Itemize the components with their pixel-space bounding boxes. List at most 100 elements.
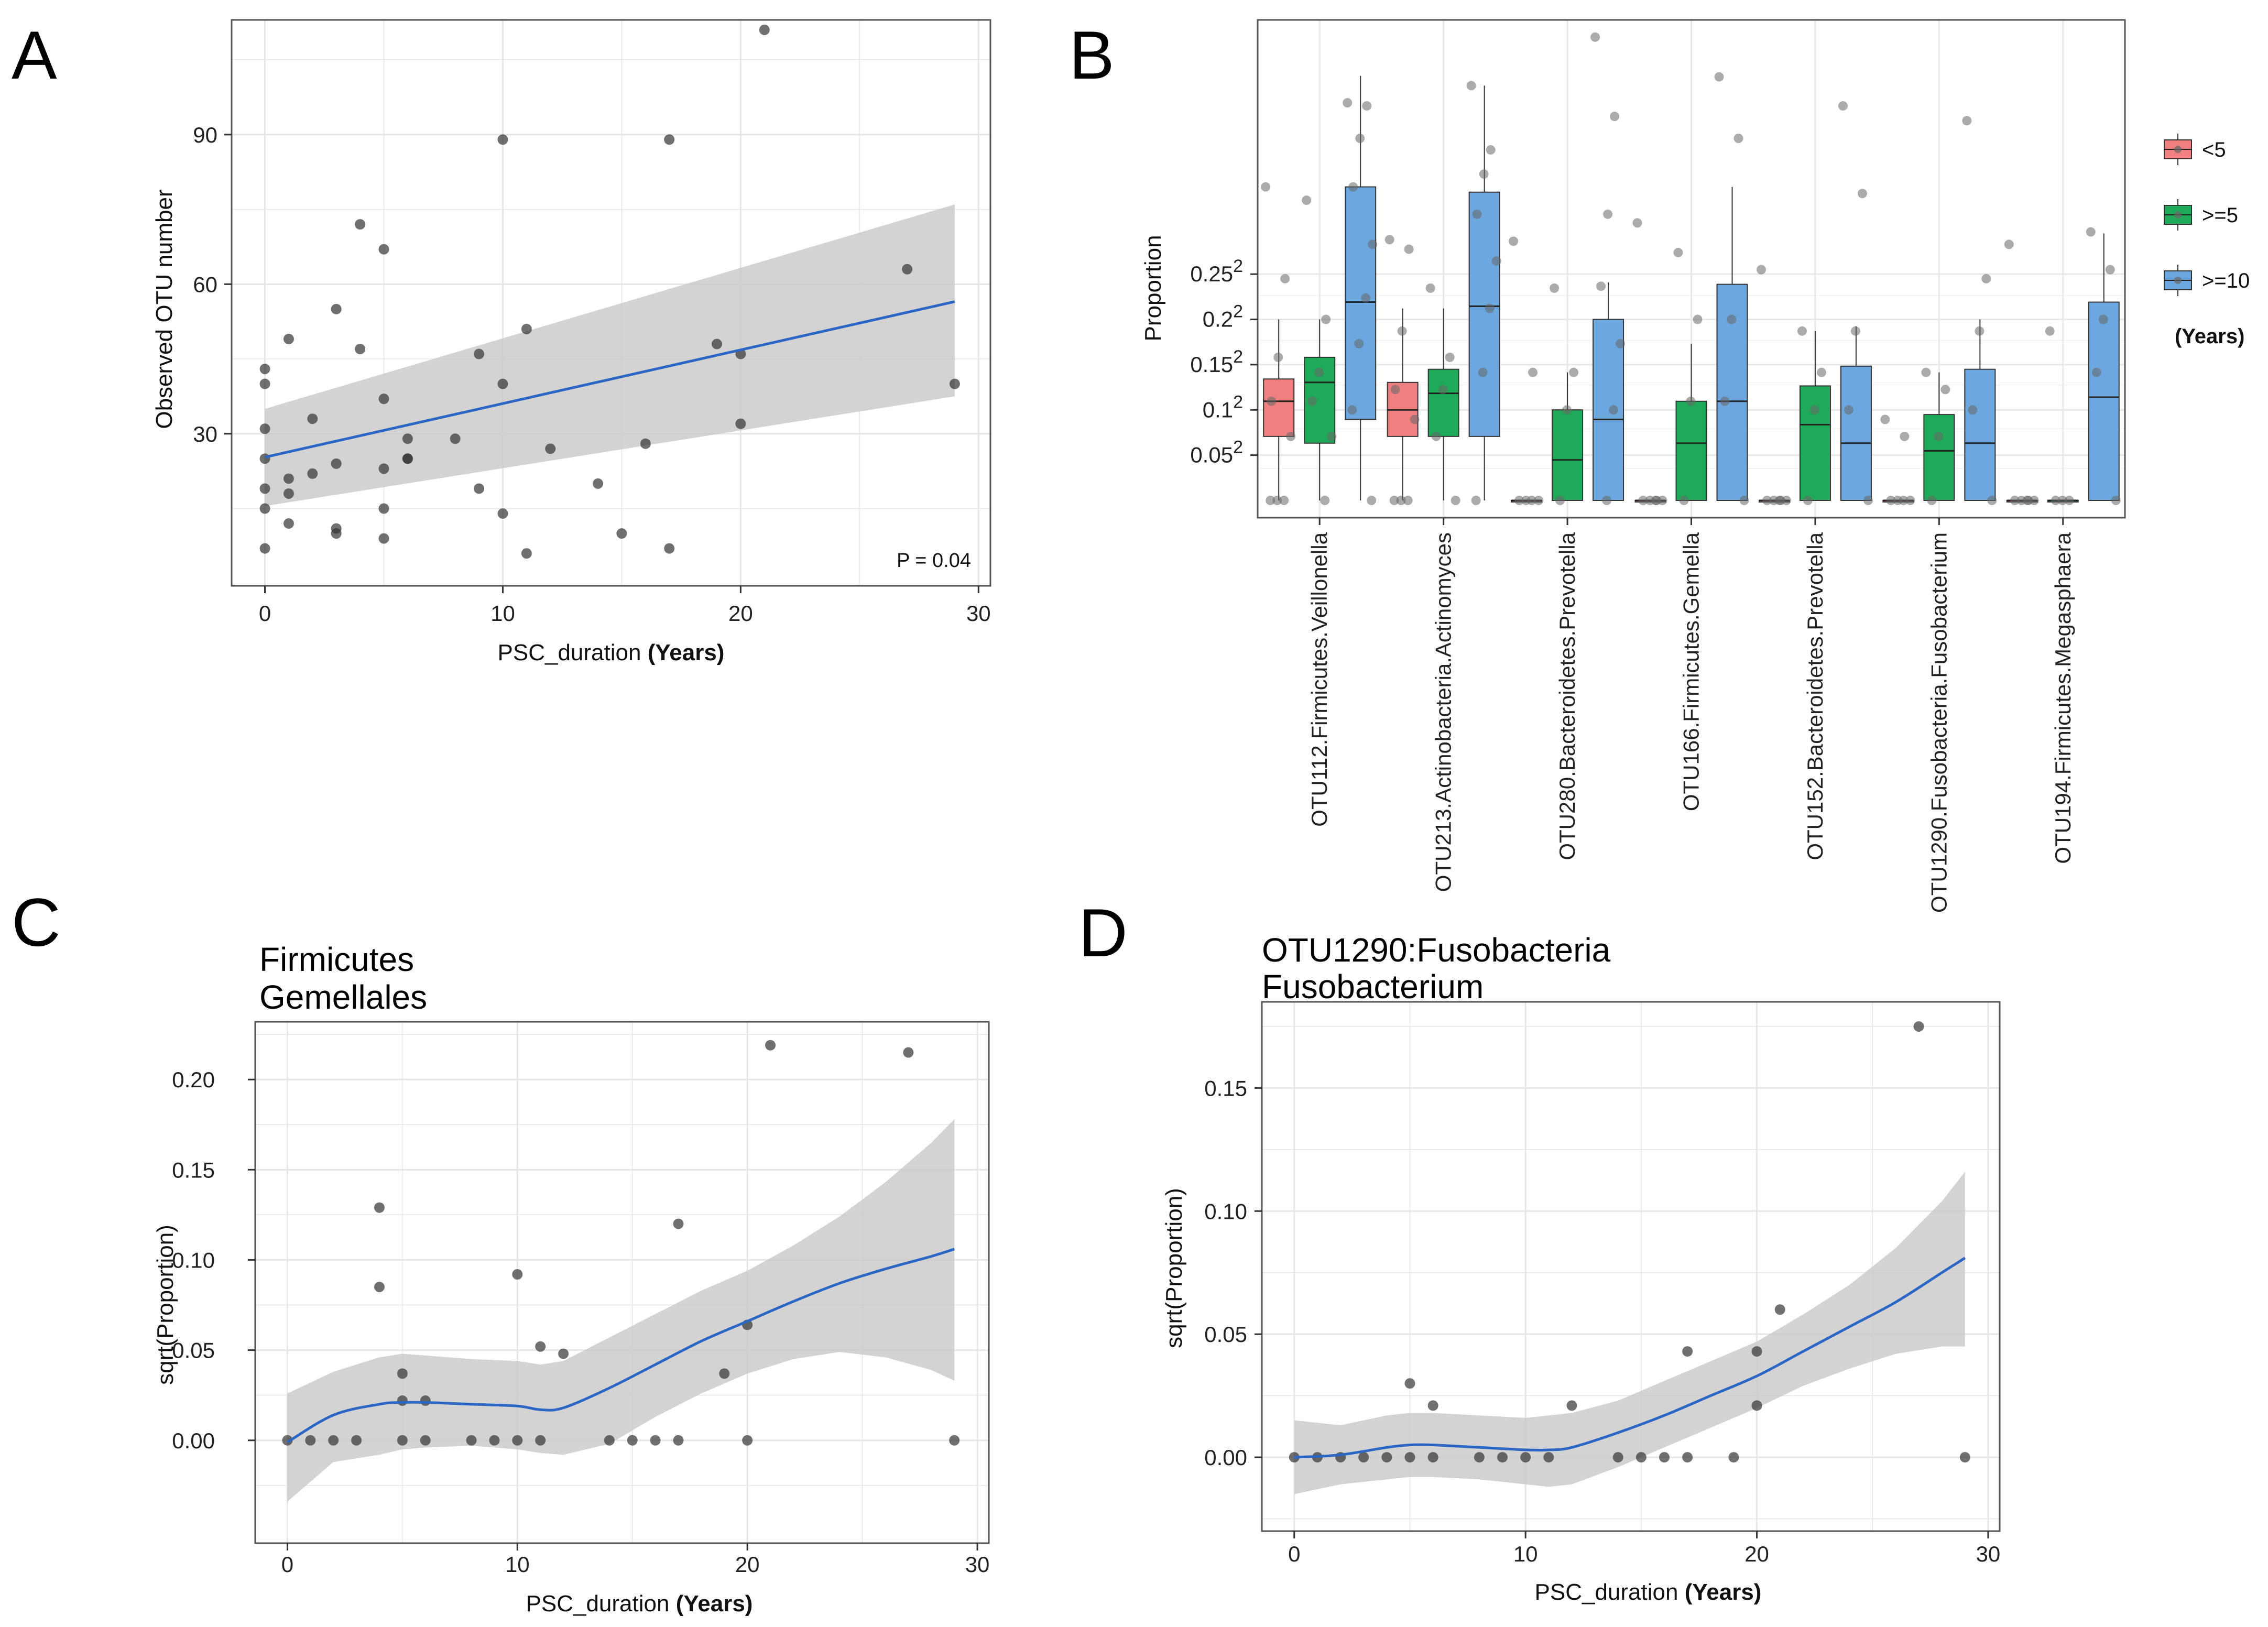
panel-c-point-28 <box>949 1435 960 1446</box>
panel-b-point-1-2-1 <box>1569 367 1579 377</box>
panel-b-legend-label-1: >=5 <box>2202 204 2238 227</box>
panel-c-confidence-band <box>287 1119 955 1502</box>
panel-a-y-tick-label-1: 60 <box>193 272 217 297</box>
panel-d-y-ticks: 0.00 0.05 0.10 0.15 <box>1204 1076 1262 1470</box>
panel-b-point-2-4-0 <box>1838 101 1848 111</box>
panel-b-point-2-0-7 <box>1347 405 1357 415</box>
panel-a-point-40 <box>664 543 675 554</box>
panel-a-point-32 <box>497 508 508 519</box>
panel-b-x-tick-label-6: OTU194.Firmicutes.Megasphaera <box>2051 532 2075 864</box>
panel-c-point-1 <box>305 1435 316 1446</box>
panel-c-point-2 <box>328 1435 339 1446</box>
panel-c-point-14 <box>512 1435 523 1446</box>
panel-b-y-label: Proportion <box>1140 235 1166 341</box>
panel-a-point-39 <box>664 134 675 145</box>
panel-b-point-0-0-2 <box>1273 352 1283 362</box>
panel-b-x-tick-label-3: OTU166.Firmicutes.Gemella <box>1679 532 1704 811</box>
panel-a-point-5 <box>259 503 270 514</box>
panel-b-point-0-1-2 <box>1397 326 1407 336</box>
panel-b-legend-dot-2 <box>2174 277 2182 284</box>
panel-b-point-1-3-3 <box>1679 496 1689 505</box>
panel-b-y-tick-label-0: 0.052 <box>1190 438 1243 467</box>
panel-a-scatter: 0 10 20 30 30 60 90 P = 0.04 PSC_duration (Ye… <box>151 19 991 665</box>
panel-b-point-2-1-4 <box>1491 256 1501 266</box>
panel-b-point-0-0-0 <box>1261 182 1271 192</box>
panel-a-point-12 <box>307 468 318 479</box>
panel-c-y-tick-label-0: 0.00 <box>172 1428 215 1453</box>
panel-d-point-22 <box>1774 1304 1785 1315</box>
panel-a-frame <box>231 19 991 587</box>
panel-d-x-tick-label-3: 30 <box>1976 1542 2001 1566</box>
panel-b-legend: <5 >=5 >=10 (Years) <box>2164 134 2250 348</box>
panel-a-point-11 <box>307 413 318 424</box>
panel-c-points <box>282 1040 960 1446</box>
panel-b-point-2-2-6 <box>1602 496 1612 505</box>
panel-b-point-2-6-2 <box>2098 314 2108 324</box>
panel-b-point-1-0-0 <box>1302 195 1312 205</box>
panel-d-y-tick-label-1: 0.05 <box>1204 1322 1247 1347</box>
panel-b-point-2-3-2 <box>1727 314 1737 324</box>
panel-c-point-8 <box>397 1435 408 1446</box>
panel-d-point-17 <box>1682 1346 1693 1357</box>
panel-d-y-tick-label-0: 0.00 <box>1204 1445 1247 1470</box>
panel-a-point-37 <box>616 528 627 539</box>
panel-b-x-tick-label-0: OTU112.Firmicutes.Veillonella <box>1307 532 1332 826</box>
panel-b-point-2-1-1 <box>1486 145 1496 155</box>
panel-b-point-0-1-3 <box>1390 385 1400 395</box>
panel-d-point-21 <box>1751 1400 1762 1411</box>
panel-b-point-2-0-3 <box>1348 182 1358 192</box>
panel-b-y-tick-base-3: 0.2 <box>1203 307 1233 332</box>
panel-a-point-4 <box>259 483 270 494</box>
panel-c-scatter: Firmicutes Gemellales 0 10 20 30 0.000.050.… <box>152 941 990 1617</box>
panel-b-point-1-6-1 <box>2064 496 2074 505</box>
panel-b-point-0-5-0 <box>1880 414 1890 424</box>
panel-a-point-28 <box>474 348 485 359</box>
panel-b-point-1-4-0 <box>1797 326 1807 336</box>
panel-a-point-35 <box>545 443 556 454</box>
panel-b-point-1-5-3 <box>1927 496 1937 505</box>
panel-a-point-38 <box>640 438 651 449</box>
panel-b-legend-label-0: <5 <box>2202 138 2226 161</box>
panel-a-point-36 <box>593 478 604 489</box>
panel-c-point-22 <box>673 1435 684 1446</box>
panel-c-y-label: sqrt(Proportion) <box>152 1225 178 1385</box>
panel-a-point-20 <box>378 394 389 405</box>
panel-b-point-2-2-0 <box>1590 32 1600 42</box>
panel-b-point-2-5-2 <box>1975 326 1984 336</box>
panel-b-point-2-5-1 <box>1981 274 1991 283</box>
panel-a-point-44 <box>759 25 770 36</box>
panel-a-x-label: PSC_duration (Years) <box>498 640 725 665</box>
panel-b-point-0-6-5 <box>2022 496 2032 505</box>
panel-b-point-0-6-0 <box>2004 239 2014 249</box>
panel-a-point-24 <box>402 433 413 444</box>
panel-b-box-0-0 <box>1263 378 1295 437</box>
panel-b-point-1-3-2 <box>1686 396 1696 406</box>
panel-c-y-tick-label-3: 0.15 <box>172 1158 215 1182</box>
panel-b-point-1-5-0 <box>1921 367 1931 377</box>
panel-a-point-8 <box>283 473 294 484</box>
panel-b-point-0-6-4 <box>2029 496 2039 505</box>
panel-b-point-2-4-2 <box>1850 326 1860 336</box>
panel-d-point-6 <box>1404 1452 1415 1463</box>
panel-a-point-10 <box>283 518 294 529</box>
panel-b-point-1-4-3 <box>1803 496 1813 505</box>
panel-b-point-1-6-0 <box>2045 326 2055 336</box>
panel-c-point-3 <box>351 1435 362 1446</box>
panel-a-point-14 <box>331 458 342 469</box>
panel-d-point-24 <box>1959 1452 1970 1463</box>
panel-c-point-4 <box>374 1202 385 1213</box>
panel-b-x-tick-label-1: OTU213.Actinobacteria.Actinomyces <box>1431 532 1456 892</box>
panel-a-point-2 <box>259 423 270 434</box>
panel-b-point-0-2-1 <box>1528 367 1538 377</box>
panel-a-x-label-name: PSC_duration <box>498 640 641 665</box>
panel-b-point-0-0-6 <box>1272 496 1282 505</box>
panel-c-point-19 <box>627 1435 638 1446</box>
panel-b-y-tick-sup-3: 2 <box>1233 302 1243 322</box>
panel-b-point-0-0-5 <box>1279 496 1289 505</box>
panel-letter-a: A <box>12 17 57 93</box>
panel-b-legend-dot-0 <box>2174 146 2182 153</box>
panel-b-point-2-1-0 <box>1466 81 1476 91</box>
panel-b-point-0-5-4 <box>1905 496 1915 505</box>
panel-b-y-tick-sup-1: 2 <box>1233 392 1243 412</box>
